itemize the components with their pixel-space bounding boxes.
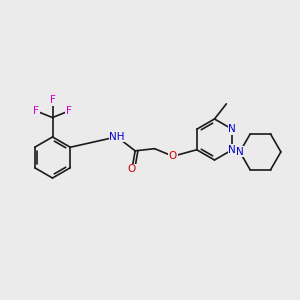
Text: N: N xyxy=(228,145,236,155)
Text: F: F xyxy=(50,95,56,105)
Text: NH: NH xyxy=(109,132,124,142)
Text: O: O xyxy=(169,151,177,161)
Text: O: O xyxy=(128,164,136,174)
Text: N: N xyxy=(228,124,236,134)
Text: F: F xyxy=(33,106,39,116)
Text: N: N xyxy=(236,147,244,157)
Text: F: F xyxy=(66,106,72,116)
